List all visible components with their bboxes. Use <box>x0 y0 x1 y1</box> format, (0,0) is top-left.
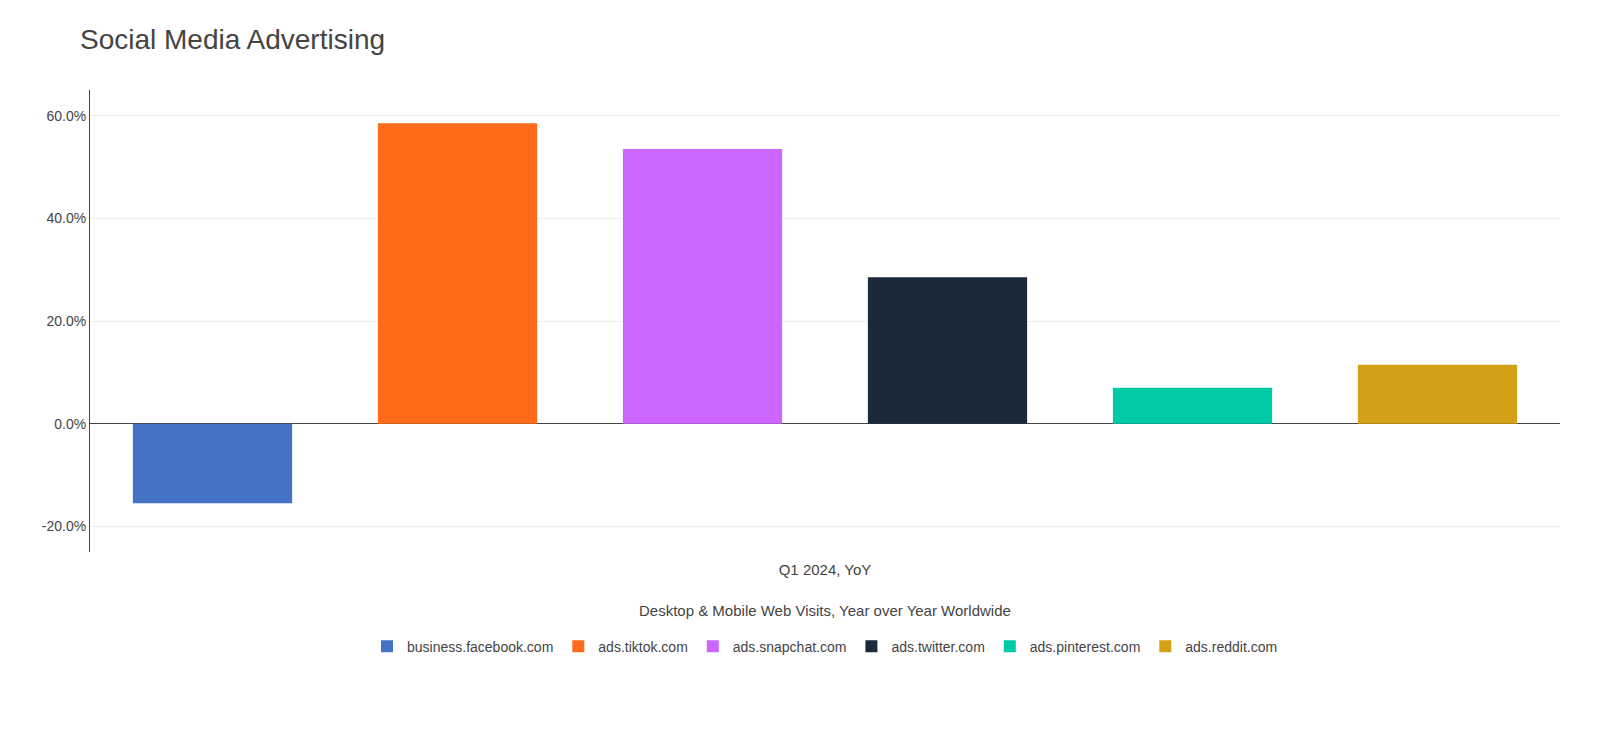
svg-text:Desktop & Mobile Web Visits, Y: Desktop & Mobile Web Visits, Year over Y… <box>639 602 1011 619</box>
svg-text:-20.0%: -20.0% <box>42 518 86 534</box>
svg-text:ads.snapchat.com: ads.snapchat.com <box>733 639 847 655</box>
svg-text:ads.tiktok.com: ads.tiktok.com <box>598 639 687 655</box>
svg-text:Q1 2024, YoY: Q1 2024, YoY <box>779 561 872 578</box>
svg-text:ads.twitter.com: ads.twitter.com <box>891 639 984 655</box>
svg-text:business.facebook.com: business.facebook.com <box>407 639 553 655</box>
svg-text:20.0%: 20.0% <box>46 313 86 329</box>
svg-text:0.0%: 0.0% <box>54 416 86 432</box>
svg-text:40.0%: 40.0% <box>46 210 86 226</box>
svg-text:ads.pinterest.com: ads.pinterest.com <box>1030 639 1141 655</box>
svg-text:60.0%: 60.0% <box>46 108 86 124</box>
svg-text:ads.reddit.com: ads.reddit.com <box>1185 639 1277 655</box>
svg-text:Social Media Advertising: Social Media Advertising <box>80 24 385 55</box>
